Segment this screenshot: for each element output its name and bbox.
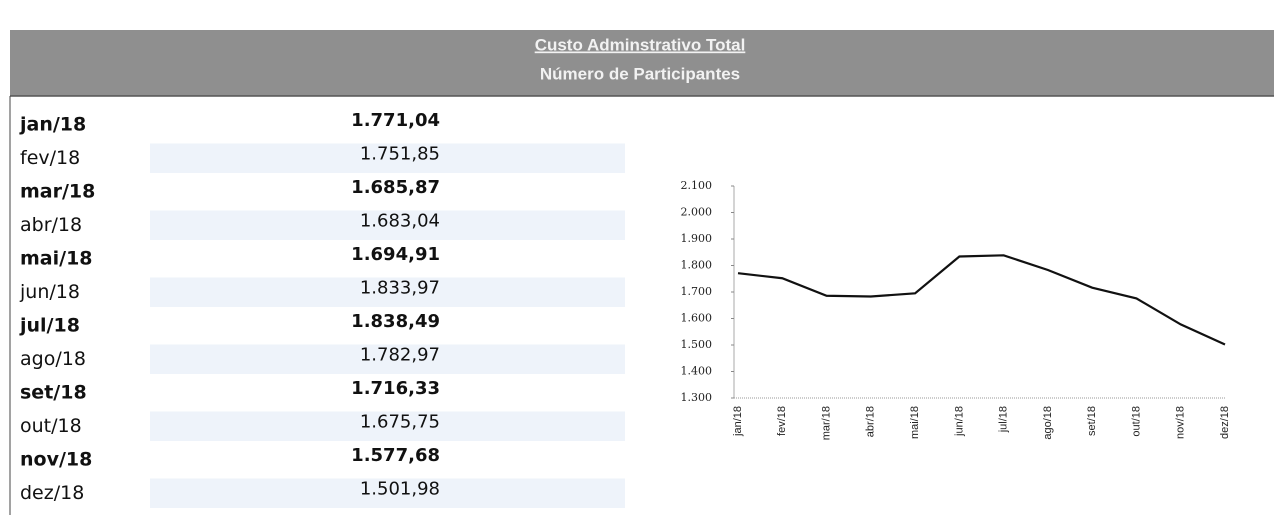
row-value: 1.838,49 xyxy=(351,311,440,332)
y-tick-label: 1.600 xyxy=(681,312,713,325)
x-tick-label: jun/18 xyxy=(953,406,965,437)
header-subtitle: Número de Participantes xyxy=(540,64,740,83)
x-tick-label: set/18 xyxy=(1086,406,1098,436)
y-tick-label: 1.700 xyxy=(681,285,713,298)
row-stripe xyxy=(150,411,625,441)
x-tick-label: jan/18 xyxy=(732,406,744,437)
x-tick-label: dez/18 xyxy=(1219,406,1231,439)
y-tick-label: 1.500 xyxy=(681,338,713,351)
y-tick-label: 1.400 xyxy=(681,365,713,378)
row-stripe xyxy=(150,344,625,374)
row-label: jan/18 xyxy=(19,113,86,135)
line-series xyxy=(737,254,1226,346)
row-label: nov/18 xyxy=(20,448,92,470)
x-tick-label: mar/18 xyxy=(820,406,832,440)
table: jan/18 1.771,04 fev/18 1.751,85 mar/18 1.685,… xyxy=(19,110,625,508)
x-tick-label: out/18 xyxy=(1130,406,1142,437)
row-stripe xyxy=(150,277,625,307)
y-tick-label: 1.300 xyxy=(681,391,713,404)
row-value: 1.694,91 xyxy=(351,244,440,265)
row-value: 1.675,75 xyxy=(360,411,440,432)
row-label: mar/18 xyxy=(20,180,95,202)
row-value: 1.685,87 xyxy=(351,177,440,198)
row-label: mai/18 xyxy=(20,247,93,269)
y-tick-label: 1.900 xyxy=(681,232,713,245)
y-tick-label: 1.800 xyxy=(681,259,713,272)
row-label: fev/18 xyxy=(20,147,80,169)
chart: 1.300 1.400 1.500 1.600 1.700 1.800 1.900 2.000… xyxy=(681,179,1231,440)
row-label: abr/18 xyxy=(20,214,82,236)
row-label: ago/18 xyxy=(20,348,86,370)
row-label: jun/18 xyxy=(19,281,80,303)
x-tick-label: jul/18 xyxy=(998,406,1010,433)
x-tick-label: abr/18 xyxy=(865,406,877,437)
row-value: 1.501,98 xyxy=(360,478,440,499)
row-value: 1.683,04 xyxy=(360,210,440,231)
x-tick-label: fev/18 xyxy=(776,406,788,436)
y-tick-label: 2.000 xyxy=(681,206,713,219)
x-tick-label: nov/18 xyxy=(1175,406,1187,439)
row-stripe xyxy=(150,478,625,508)
x-tick-label: mai/18 xyxy=(909,406,921,439)
row-stripe xyxy=(150,210,625,240)
row-value: 1.771,04 xyxy=(351,110,440,131)
row-label: jul/18 xyxy=(19,314,80,336)
row-value: 1.833,97 xyxy=(360,277,440,298)
header-band xyxy=(10,30,1274,96)
row-label: set/18 xyxy=(20,381,87,403)
row-value: 1.716,33 xyxy=(351,378,440,399)
row-value: 1.782,97 xyxy=(360,344,440,365)
y-tick-label: 2.100 xyxy=(681,179,713,192)
header-title: Custo Adminstrativo Total xyxy=(535,35,746,54)
row-stripe xyxy=(150,143,625,173)
row-value: 1.577,68 xyxy=(351,445,440,466)
row-label: dez/18 xyxy=(20,482,84,504)
row-label: out/18 xyxy=(20,415,82,437)
row-value: 1.751,85 xyxy=(360,143,440,164)
x-tick-label: ago/18 xyxy=(1042,406,1054,440)
